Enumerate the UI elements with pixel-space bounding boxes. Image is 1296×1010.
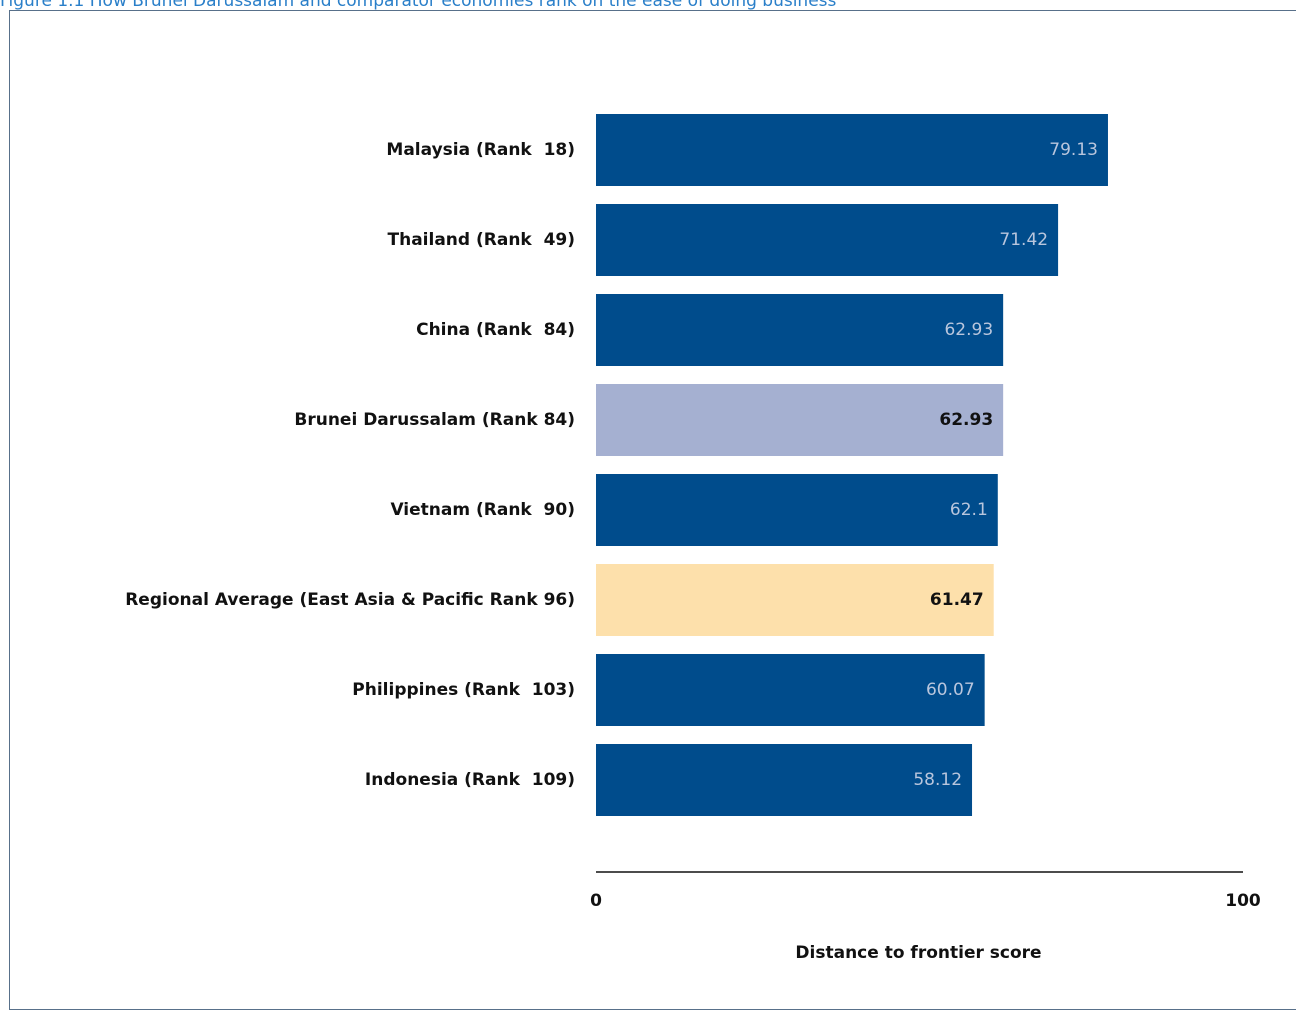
category-label: Malaysia (Rank 18) (386, 140, 575, 160)
bars-group (596, 114, 1108, 816)
category-label: Indonesia (Rank 109) (365, 770, 575, 790)
category-labels-group: Malaysia (Rank 18) Thailand (Rank 49) Chin… (125, 140, 575, 790)
value-label: 60.07 (926, 680, 975, 700)
figure-caption: Figure 1.1 How Brunei Darussalam and com… (0, 0, 836, 11)
x-tick-labels-group: 0 100 (590, 891, 1261, 911)
bar (596, 744, 973, 816)
caption-text: How Brunei Darussalam and comparator eco… (84, 0, 837, 11)
bar (596, 384, 1004, 456)
category-label: Philippines (Rank 103) (352, 680, 575, 700)
bar (596, 114, 1108, 186)
x-axis-title: Distance to frontier score (795, 943, 1041, 963)
value-label: 58.12 (913, 770, 962, 790)
value-label: 62.93 (944, 320, 993, 340)
bar (596, 294, 1004, 366)
x-tick-label: 0 (590, 891, 602, 911)
value-labels-group: 79.13 71.42 62.93 62.93 62.1 61.47 60.07 58.12 (913, 140, 1098, 790)
x-tick-label: 100 (1225, 891, 1261, 911)
value-label: 61.47 (930, 590, 984, 610)
bar (596, 564, 994, 636)
caption-prefix: Figure (0, 0, 58, 11)
category-label: China (Rank 84) (416, 320, 575, 340)
category-label: Vietnam (Rank 90) (390, 500, 575, 520)
category-label: Brunei Darussalam (Rank 84) (294, 410, 575, 430)
caption-number: 1.1 (57, 0, 85, 11)
bar (596, 204, 1059, 276)
category-label: Thailand (Rank 49) (388, 230, 576, 250)
bar (596, 474, 998, 546)
value-label: 62.93 (939, 410, 993, 430)
value-label: 79.13 (1049, 140, 1098, 160)
category-label: Regional Average (East Asia & Pacific Ra… (125, 590, 575, 610)
value-label: 62.1 (950, 500, 988, 520)
value-label: 71.42 (999, 230, 1048, 250)
bar (596, 654, 985, 726)
